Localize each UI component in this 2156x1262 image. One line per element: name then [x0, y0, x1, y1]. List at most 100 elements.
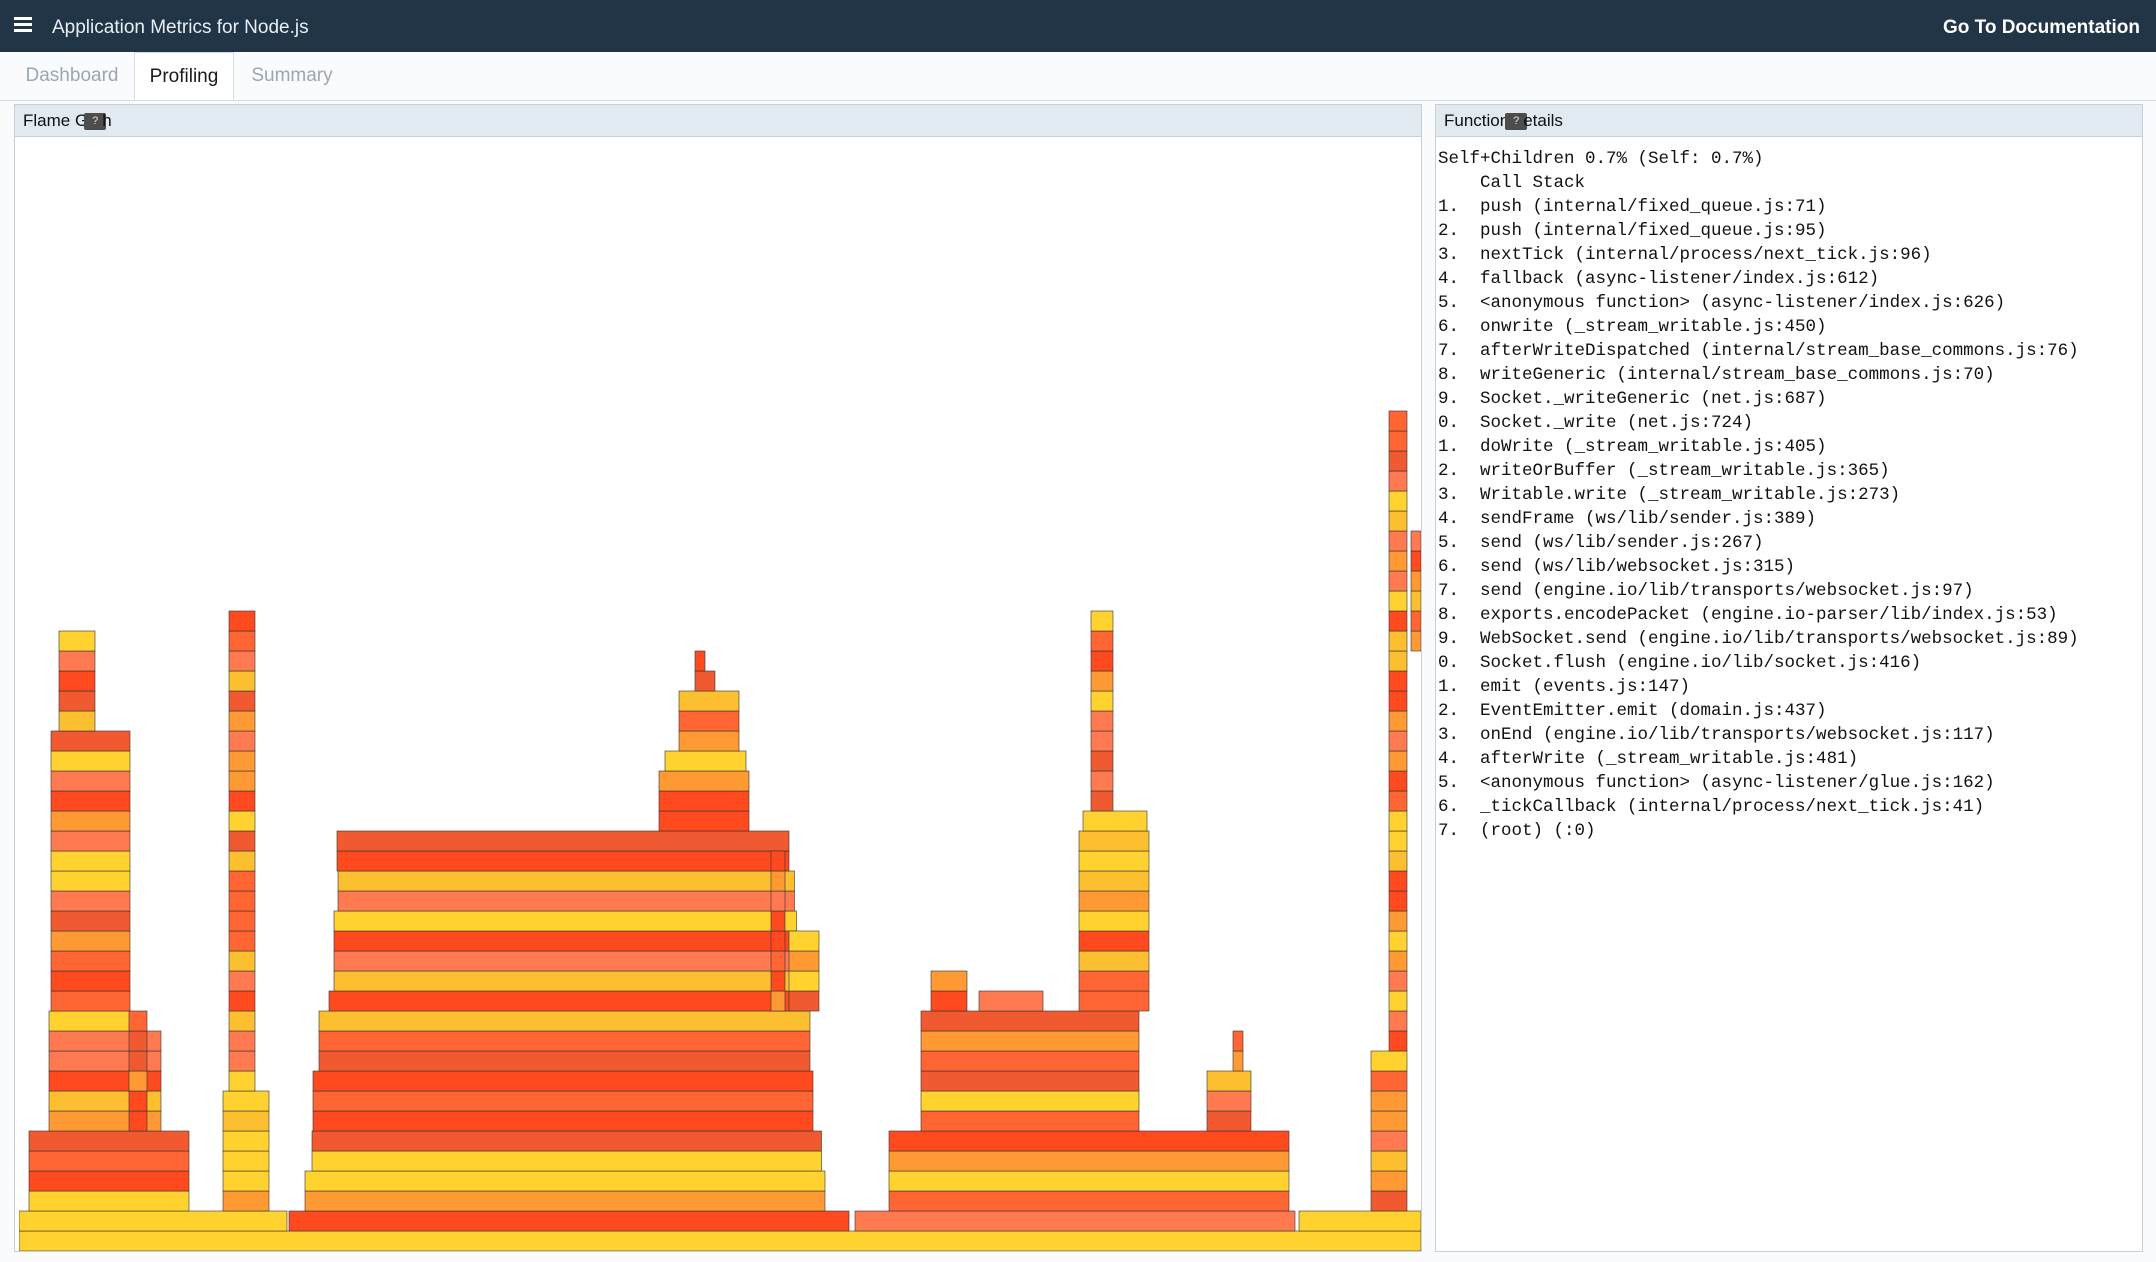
- flame-frame[interactable]: [1388, 590, 1408, 612]
- flame-frame[interactable]: [1090, 670, 1114, 692]
- flame-frame[interactable]: [1388, 630, 1408, 652]
- flame-frame[interactable]: [312, 1110, 814, 1132]
- flame-frame[interactable]: [1388, 710, 1408, 732]
- flame-frame[interactable]: [1410, 570, 1421, 592]
- flame-frame[interactable]: [128, 1030, 148, 1052]
- flame-frame[interactable]: [770, 990, 786, 1012]
- flame-frame[interactable]: [1370, 1090, 1408, 1112]
- flame-frame[interactable]: [222, 1090, 270, 1112]
- flame-frame[interactable]: [1090, 730, 1114, 752]
- flame-frame[interactable]: [770, 910, 786, 932]
- flame-frame[interactable]: [1370, 1170, 1408, 1192]
- flame-frame[interactable]: [1388, 450, 1408, 472]
- flame-frame[interactable]: [318, 1010, 811, 1032]
- flame-frame[interactable]: [50, 890, 131, 912]
- flame-frame[interactable]: [228, 870, 256, 892]
- flame-frame[interactable]: [50, 910, 131, 932]
- flame-frame[interactable]: [1388, 670, 1408, 692]
- flame-frame[interactable]: [228, 970, 256, 992]
- flame-frame[interactable]: [1090, 610, 1114, 632]
- flame-frame[interactable]: [228, 650, 256, 672]
- flame-frame[interactable]: [222, 1170, 270, 1192]
- flame-frame[interactable]: [930, 970, 968, 992]
- flame-frame[interactable]: [1410, 630, 1421, 652]
- flame-frame[interactable]: [770, 850, 786, 872]
- tab-dashboard[interactable]: Dashboard: [25, 65, 119, 86]
- flame-frame[interactable]: [128, 1090, 148, 1112]
- flame-frame[interactable]: [333, 930, 797, 952]
- flame-frame[interactable]: [1078, 830, 1150, 852]
- flame-frame[interactable]: [978, 990, 1044, 1012]
- flame-frame[interactable]: [1388, 870, 1408, 892]
- flame-frame[interactable]: [228, 710, 256, 732]
- flame-frame[interactable]: [1410, 530, 1421, 552]
- flame-frame[interactable]: [50, 830, 131, 852]
- flame-frame[interactable]: [920, 1010, 1140, 1032]
- flame-frame[interactable]: [678, 690, 740, 712]
- flame-frame[interactable]: [48, 1010, 132, 1032]
- flame-frame[interactable]: [228, 850, 256, 872]
- flame-frame[interactable]: [1388, 410, 1408, 432]
- flame-frame[interactable]: [228, 1030, 256, 1052]
- flame-frame[interactable]: [1370, 1070, 1408, 1092]
- flame-frame[interactable]: [1090, 630, 1114, 652]
- flame-frame[interactable]: [1388, 810, 1408, 832]
- flame-frame[interactable]: [1078, 990, 1150, 1012]
- flame-frame[interactable]: [336, 850, 790, 872]
- flame-frame[interactable]: [58, 690, 96, 712]
- flame-frame[interactable]: [1090, 710, 1114, 732]
- flame-frame[interactable]: [1388, 890, 1408, 912]
- flame-frame[interactable]: [228, 910, 256, 932]
- flame-frame[interactable]: [888, 1130, 1290, 1152]
- flame-frame[interactable]: [128, 1070, 148, 1092]
- flame-frame[interactable]: [50, 810, 131, 832]
- flame-frame[interactable]: [888, 1190, 1290, 1212]
- flame-frame[interactable]: [930, 990, 968, 1012]
- flame-frame[interactable]: [1388, 1010, 1408, 1032]
- flame-frame[interactable]: [19, 1230, 1421, 1251]
- flame-frame[interactable]: [1388, 930, 1408, 952]
- flame-frame[interactable]: [228, 750, 256, 772]
- flame-frame[interactable]: [222, 1110, 270, 1132]
- flame-frame[interactable]: [1078, 970, 1150, 992]
- flame-frame[interactable]: [678, 730, 740, 752]
- flame-frame[interactable]: [228, 790, 256, 812]
- flame-frame[interactable]: [1410, 550, 1421, 572]
- flame-frame[interactable]: [1206, 1070, 1252, 1092]
- flame-frame[interactable]: [694, 670, 716, 692]
- flame-frame[interactable]: [1232, 1030, 1244, 1052]
- flame-frame[interactable]: [28, 1130, 190, 1152]
- flame-frame[interactable]: [770, 930, 786, 952]
- flame-frame[interactable]: [1388, 510, 1408, 532]
- flame-frame[interactable]: [1370, 1150, 1408, 1172]
- flame-frame[interactable]: [1388, 690, 1408, 712]
- flame-frame[interactable]: [1388, 490, 1408, 512]
- flame-frame[interactable]: [788, 990, 820, 1012]
- flame-frame[interactable]: [228, 990, 256, 1012]
- flame-frame[interactable]: [50, 850, 131, 872]
- flame-frame[interactable]: [50, 750, 131, 772]
- flame-frame[interactable]: [664, 750, 747, 772]
- flame-frame[interactable]: [222, 1150, 270, 1172]
- flame-frame[interactable]: [58, 630, 96, 652]
- flame-frame[interactable]: [228, 630, 256, 652]
- flame-frame[interactable]: [1388, 830, 1408, 852]
- flame-frame[interactable]: [311, 1150, 822, 1172]
- flame-frame[interactable]: [228, 810, 256, 832]
- flame-frame[interactable]: [770, 970, 786, 992]
- tab-summary[interactable]: Summary: [251, 65, 333, 86]
- flame-frame[interactable]: [1090, 650, 1114, 672]
- flame-frame[interactable]: [228, 1050, 256, 1072]
- flame-frame[interactable]: [920, 1070, 1140, 1092]
- flame-frame[interactable]: [1370, 1110, 1408, 1132]
- flame-frame[interactable]: [1232, 1050, 1244, 1072]
- flame-frame[interactable]: [1388, 550, 1408, 572]
- flame-frame[interactable]: [228, 610, 256, 632]
- flame-frame[interactable]: [337, 870, 795, 892]
- flame-frame[interactable]: [58, 710, 96, 732]
- flame-frame[interactable]: [228, 950, 256, 972]
- flame-frame[interactable]: [318, 1030, 811, 1052]
- menu-icon[interactable]: [14, 17, 32, 33]
- flame-frame[interactable]: [228, 1070, 256, 1092]
- flame-frame[interactable]: [1388, 970, 1408, 992]
